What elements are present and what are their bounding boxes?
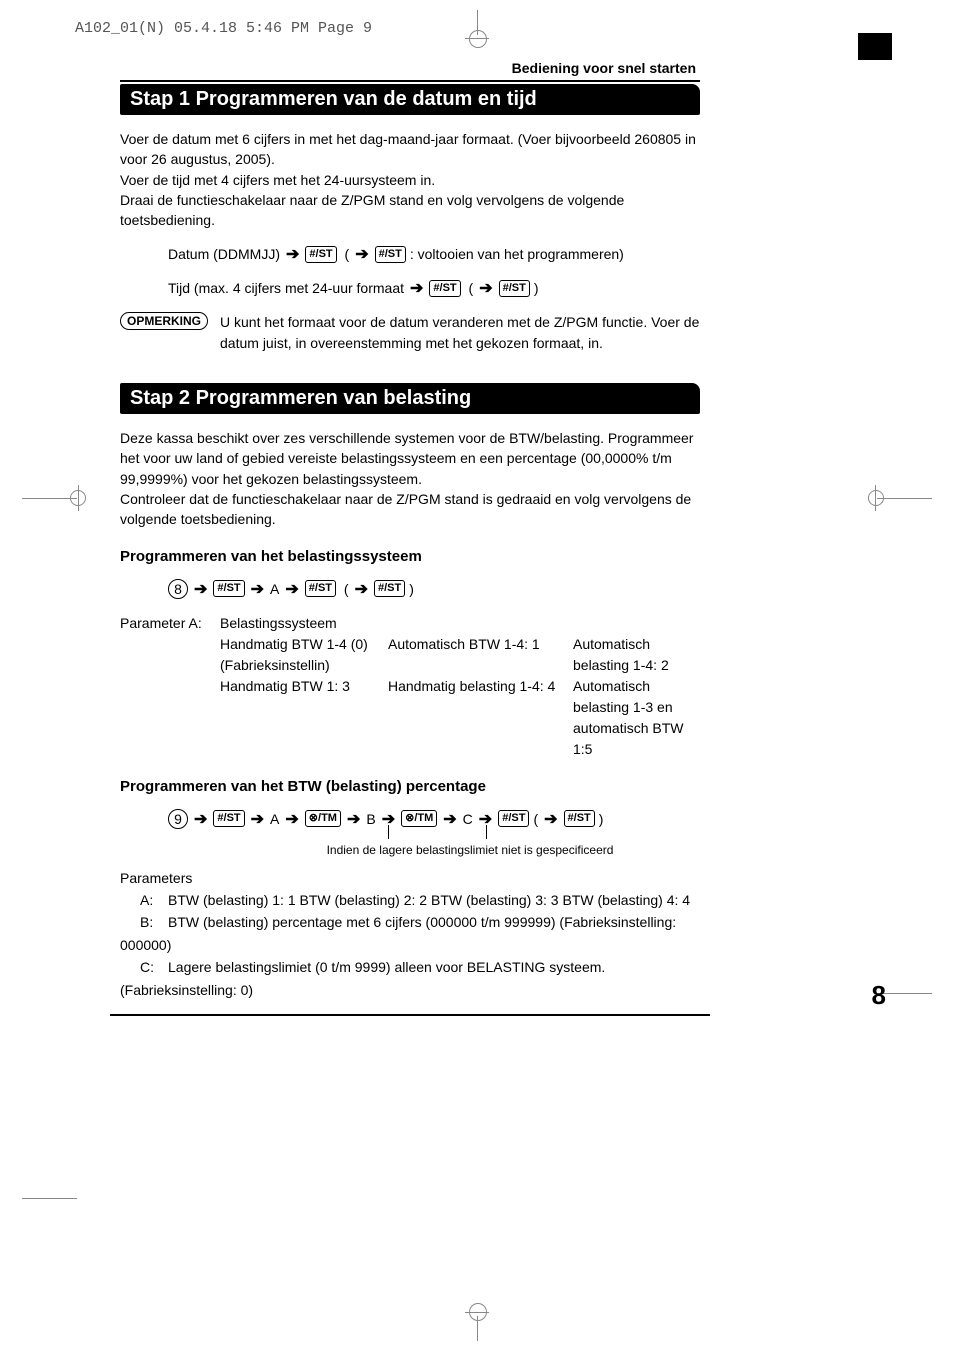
step2-footnote: Indien de lagere belastingslimiet niet i… bbox=[240, 843, 700, 857]
step1-note: OPMERKING U kunt het formaat voor de dat… bbox=[120, 312, 700, 353]
step2-sub2: Programmeren van het BTW (belasting) per… bbox=[120, 778, 700, 795]
param-b: BTW (belasting) percentage met 6 cijfers… bbox=[120, 914, 676, 952]
time-label: Tijd (max. 4 cijfers met 24-uur formaat bbox=[168, 280, 404, 296]
key-st: #/ST bbox=[564, 810, 595, 827]
arrow-icon: ➔ bbox=[192, 579, 209, 599]
arrow-icon: ➔ bbox=[283, 809, 300, 829]
param-a-title: Belastingssysteem bbox=[220, 613, 388, 634]
arrow-icon: ➔ bbox=[353, 244, 370, 264]
key-st: #/ST bbox=[305, 580, 336, 597]
key-st: #/ST bbox=[213, 810, 244, 827]
arrow-icon: ➔ bbox=[441, 809, 458, 829]
param-c: Lagere belastingslimiet (0 t/m 9999) all… bbox=[120, 959, 605, 997]
circled-digit: 8 bbox=[168, 579, 188, 599]
arrow-icon: ➔ bbox=[477, 278, 494, 298]
param-a-label: Parameter A: bbox=[120, 615, 202, 631]
step1-para: Voer de datum met 6 cijfers in met het d… bbox=[120, 129, 700, 230]
key-tm: ⊗/TM bbox=[401, 810, 437, 827]
note-badge: OPMERKING bbox=[120, 312, 208, 330]
key-st: #/ST bbox=[305, 246, 336, 263]
params-heading: Parameters bbox=[120, 867, 700, 889]
arrow-icon: ➔ bbox=[283, 579, 300, 599]
parameters-list: Parameters A:BTW (belasting) 1: 1 BTW (b… bbox=[120, 867, 700, 1001]
arrow-icon: ➔ bbox=[408, 278, 425, 298]
key-st: #/ST bbox=[375, 246, 406, 263]
key-tm: ⊗/TM bbox=[305, 810, 341, 827]
grid-cell: Handmatig BTW 1: 3 bbox=[220, 676, 388, 760]
arrow-icon: ➔ bbox=[542, 809, 559, 829]
param-a-grid: Parameter A: Belastingssysteem Handmatig… bbox=[120, 613, 700, 760]
print-header: A102_01(N) 05.4.18 5:46 PM Page 9 bbox=[75, 20, 372, 37]
page-content: Bediening voor snel starten Stap 1 Progr… bbox=[120, 60, 700, 1001]
step2-para: Deze kassa beschikt over zes verschillen… bbox=[120, 428, 700, 529]
arrow-icon: ➔ bbox=[380, 809, 397, 829]
arrow-icon: ➔ bbox=[284, 244, 301, 264]
step1-date-sequence: Datum (DDMMJJ) ➔ #/ST (➔ #/ST : voltooie… bbox=[168, 244, 700, 264]
arrow-icon: ➔ bbox=[249, 809, 266, 829]
key-st: #/ST bbox=[213, 580, 244, 597]
grid-cell: Automatisch belasting 1-4: 2 bbox=[573, 634, 700, 676]
arrow-icon: ➔ bbox=[192, 809, 209, 829]
page-number: 8 bbox=[872, 980, 886, 1011]
note-text: U kunt het formaat voor de datum verande… bbox=[220, 312, 700, 353]
grid-cell: Automatisch belasting 1-3 en automatisch… bbox=[573, 676, 700, 760]
step2-sub1: Programmeren van het belastingssysteem bbox=[120, 548, 700, 565]
grid-cell: Handmatig belasting 1-4: 4 bbox=[388, 676, 573, 760]
grid-cell: Automatisch BTW 1-4: 1 bbox=[388, 634, 573, 676]
section-label: Bediening voor snel starten bbox=[120, 60, 700, 76]
step2-header: Stap 2 Programmeren van belasting bbox=[120, 383, 700, 414]
key-st: #/ST bbox=[499, 280, 530, 297]
footer-rule bbox=[110, 1014, 710, 1016]
key-st: #/ST bbox=[374, 580, 405, 597]
key-st: #/ST bbox=[429, 280, 460, 297]
param-letter: B: bbox=[140, 911, 168, 933]
arrow-icon: ➔ bbox=[345, 809, 362, 829]
step1-header: Stap 1 Programmeren van de datum en tijd bbox=[120, 84, 700, 115]
step2-seq2: 9 ➔ #/ST ➔A ➔ ⊗/TM ➔B ➔ ⊗/TM ➔C ➔ #/ST (… bbox=[168, 809, 700, 829]
param-letter: A: bbox=[140, 889, 168, 911]
arrow-icon: ➔ bbox=[477, 809, 494, 829]
circled-digit: 9 bbox=[168, 809, 188, 829]
crop-corner bbox=[858, 33, 892, 60]
date-label: Datum (DDMMJJ) bbox=[168, 246, 280, 262]
key-st: #/ST bbox=[498, 810, 529, 827]
step2-seq1: 8 ➔ #/ST ➔A ➔ #/ST (➔ #/ST) bbox=[168, 579, 700, 599]
arrow-icon: ➔ bbox=[353, 579, 370, 599]
date-suffix: : voltooien van het programmeren) bbox=[410, 246, 624, 262]
arrow-icon: ➔ bbox=[249, 579, 266, 599]
param-letter: C: bbox=[140, 956, 168, 978]
section-rule bbox=[120, 80, 700, 82]
step1-time-sequence: Tijd (max. 4 cijfers met 24-uur formaat … bbox=[168, 278, 700, 298]
grid-cell: Handmatig BTW 1-4 (0) (Fabrieksinstellin… bbox=[220, 634, 388, 676]
param-a: BTW (belasting) 1: 1 BTW (belasting) 2: … bbox=[168, 892, 690, 908]
